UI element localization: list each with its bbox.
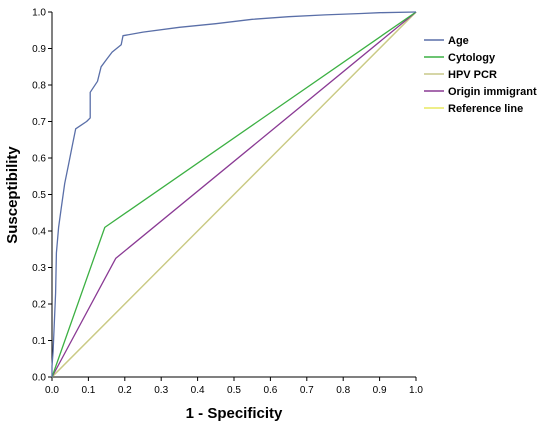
y-tick-label: 0.3	[32, 263, 46, 274]
x-tick-label: 0.7	[300, 385, 314, 396]
y-tick-label: 0.1	[32, 336, 46, 347]
y-tick-label: 0.9	[32, 44, 46, 55]
y-tick-label: 0.0	[32, 373, 46, 384]
y-tick-label: 0.4	[32, 227, 46, 238]
x-tick-label: 0.5	[227, 385, 241, 396]
x-tick-label: 0.2	[118, 385, 132, 396]
x-tick-label: 0.3	[154, 385, 168, 396]
x-tick-label: 0.1	[81, 385, 95, 396]
axes: 0.0 0.1 0.2 0.3 0.4 0.5 0.6 0.7 0.8 0.9 1.0 0.0 0.1 0…	[32, 8, 423, 397]
x-tick-label: 1.0	[409, 385, 423, 396]
y-tick-label: 0.5	[32, 190, 46, 201]
y-tick-label: 0.7	[32, 117, 46, 128]
y-tick-label: 0.6	[32, 154, 46, 165]
series-line-hpv-pcr	[51, 11, 417, 378]
legend-label-origin-immigrant: Origin immigrant	[448, 86, 537, 98]
legend-label-reference-line: Reference line	[448, 103, 523, 115]
y-axis-title: Susceptibility	[4, 146, 21, 244]
series-line-origin-immigrant	[51, 11, 417, 378]
x-tick-label: 0.9	[373, 385, 387, 396]
x-axis-title: 1 - Specificity	[186, 405, 283, 422]
series-line-cytology	[51, 11, 417, 378]
legend: Age Cytology HPV PCR Origin immigrant Refere…	[424, 35, 537, 115]
series-lines	[51, 11, 417, 378]
series-line-age	[51, 11, 417, 377]
legend-label-age: Age	[448, 35, 469, 47]
y-tick-label: 0.2	[32, 300, 46, 311]
x-tick-label: 0.6	[263, 385, 277, 396]
x-tick-label: 0.8	[336, 385, 350, 396]
y-tick-label: 1.0	[32, 8, 46, 19]
y-tick-label: 0.8	[32, 81, 46, 92]
legend-label-hpv-pcr: HPV PCR	[448, 69, 497, 81]
x-tick-label: 0.0	[45, 385, 59, 396]
legend-label-cytology: Cytology	[448, 52, 496, 64]
x-tick-label: 0.4	[191, 385, 205, 396]
